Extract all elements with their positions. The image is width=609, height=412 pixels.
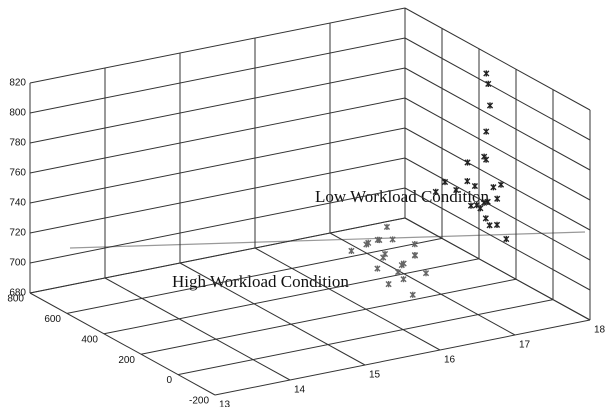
grid-line [179,262,366,366]
x-tick-label: 16 [444,355,456,366]
point [497,181,505,188]
y-tick-label: -200 [189,396,209,407]
point [409,291,416,298]
x-tick-label: 18 [594,325,606,336]
point [374,265,381,272]
point [483,128,490,135]
point [493,221,501,228]
y-tick-label: 200 [118,355,135,366]
point [422,270,430,277]
x-tick-label: 13 [219,400,231,407]
point [481,153,488,160]
grid-line [29,97,406,174]
z-tick-label: 740 [9,198,26,209]
point [389,236,396,243]
y-tick-label: 400 [81,334,98,345]
point [411,252,419,259]
grid-line [404,157,591,261]
point [485,80,492,87]
grid-line [29,7,406,84]
point [482,215,489,222]
grid-line [29,157,406,234]
point [464,159,471,166]
grid-line [177,299,554,376]
point [411,241,418,248]
grid-line [140,278,517,355]
y-tick-label: 0 [166,375,172,386]
x-tick-label: 15 [369,370,381,381]
grid-line [254,247,441,351]
point [477,205,484,212]
grid-line [404,187,591,291]
point [471,182,478,190]
point [394,268,402,276]
point [503,235,510,243]
point [380,254,387,261]
grid-line [66,237,443,314]
grid-line [29,127,406,204]
grid-line [29,37,406,114]
grid-line [329,232,516,336]
z-tick-label: 800 [9,108,26,119]
point [383,223,391,231]
grid-line [29,217,406,294]
grid-line [404,217,591,321]
grid-line [103,258,480,335]
point [464,178,471,185]
point [376,236,383,244]
reference-line [69,231,586,249]
point [480,199,488,206]
z-tick-label: 780 [9,138,26,149]
point [453,186,460,194]
x-tick-label: 17 [519,340,531,351]
grid-line [404,37,591,141]
y-tick-label: 800 [7,294,24,305]
point [432,188,439,195]
grid-line [29,292,216,396]
grid-line [214,319,591,396]
grid-line [29,67,406,144]
point [363,241,370,248]
point [385,281,392,288]
point [494,195,501,202]
z-tick-label: 760 [9,168,26,179]
point [348,247,355,254]
annotation: High Workload Condition [172,272,349,291]
z-tick-label: 680 [9,288,26,299]
grid-line [404,7,591,111]
z-tick-label: 700 [9,258,26,269]
point [441,178,449,186]
point [483,70,490,77]
grid-line [29,187,406,264]
grid-line [104,277,291,381]
point [490,184,497,191]
z-tick-label: 820 [9,78,26,89]
x-tick-label: 14 [294,385,306,396]
grid-line [404,97,591,201]
y-tick-label: 600 [44,314,61,325]
grid-line [404,67,591,171]
point [467,202,475,209]
point [486,222,493,229]
z-tick-label: 720 [9,228,26,239]
point [400,260,407,267]
point [400,276,407,283]
point [486,102,494,109]
annotation: Low Workload Condition [315,187,489,206]
grid-line [404,127,591,231]
